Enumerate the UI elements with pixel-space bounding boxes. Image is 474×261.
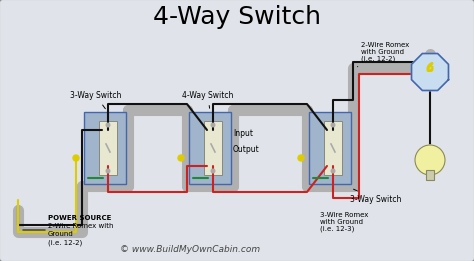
Polygon shape bbox=[411, 54, 448, 91]
FancyBboxPatch shape bbox=[309, 112, 351, 184]
Text: Ground: Ground bbox=[48, 231, 74, 237]
Text: 4-Way Switch: 4-Way Switch bbox=[153, 5, 321, 29]
Text: (i.e. 12-2): (i.e. 12-2) bbox=[48, 239, 82, 246]
Text: © www.BuildMyOwnCabin.com: © www.BuildMyOwnCabin.com bbox=[120, 246, 260, 254]
Circle shape bbox=[331, 123, 335, 127]
Text: Input: Input bbox=[233, 129, 253, 138]
Circle shape bbox=[211, 123, 215, 127]
Circle shape bbox=[298, 155, 304, 161]
FancyBboxPatch shape bbox=[203, 121, 222, 175]
FancyBboxPatch shape bbox=[324, 121, 342, 175]
Circle shape bbox=[211, 169, 215, 173]
FancyBboxPatch shape bbox=[426, 170, 434, 180]
FancyBboxPatch shape bbox=[84, 112, 126, 184]
Text: POWER SOURCE: POWER SOURCE bbox=[48, 215, 111, 221]
Circle shape bbox=[178, 155, 184, 161]
FancyBboxPatch shape bbox=[189, 112, 231, 184]
Circle shape bbox=[415, 145, 445, 175]
Text: 2-Wire Romex
with Ground
(i.e. 12-2): 2-Wire Romex with Ground (i.e. 12-2) bbox=[357, 42, 409, 67]
Circle shape bbox=[106, 169, 110, 173]
FancyBboxPatch shape bbox=[99, 121, 118, 175]
Circle shape bbox=[331, 169, 335, 173]
Text: 3-Way Switch: 3-Way Switch bbox=[70, 91, 121, 109]
Circle shape bbox=[106, 123, 110, 127]
Circle shape bbox=[73, 155, 79, 161]
Text: Output: Output bbox=[233, 145, 260, 154]
Text: 3-Wire Romex
with Ground
(i.e. 12-3): 3-Wire Romex with Ground (i.e. 12-3) bbox=[320, 212, 368, 233]
Text: 4-Way Switch: 4-Way Switch bbox=[182, 91, 233, 108]
Text: 2-Wire Romex with: 2-Wire Romex with bbox=[48, 223, 113, 229]
Text: 3-Way Switch: 3-Way Switch bbox=[350, 189, 401, 204]
